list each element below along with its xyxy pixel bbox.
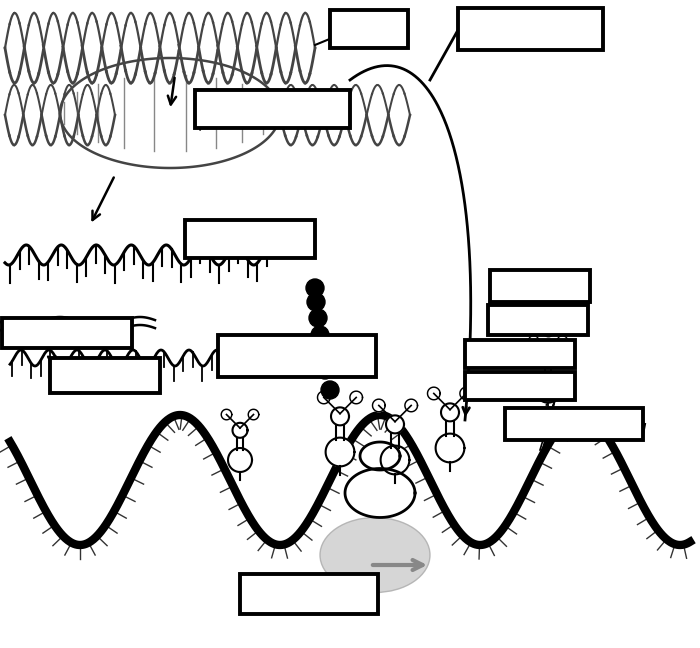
Polygon shape bbox=[405, 399, 417, 411]
Circle shape bbox=[307, 293, 325, 311]
Polygon shape bbox=[360, 442, 400, 470]
Bar bbox=[185, 220, 315, 258]
Polygon shape bbox=[372, 399, 385, 411]
Polygon shape bbox=[386, 415, 404, 434]
Polygon shape bbox=[345, 469, 415, 518]
Polygon shape bbox=[318, 391, 330, 404]
Polygon shape bbox=[536, 377, 561, 403]
Polygon shape bbox=[540, 351, 556, 366]
Bar bbox=[488, 305, 588, 335]
Ellipse shape bbox=[320, 518, 430, 592]
Polygon shape bbox=[428, 387, 440, 400]
Polygon shape bbox=[460, 387, 473, 400]
Polygon shape bbox=[221, 410, 232, 420]
Bar bbox=[2, 318, 132, 348]
Bar bbox=[330, 10, 408, 48]
Polygon shape bbox=[326, 437, 354, 467]
Bar bbox=[240, 574, 378, 614]
Polygon shape bbox=[435, 434, 464, 463]
Polygon shape bbox=[441, 403, 459, 421]
Circle shape bbox=[321, 381, 339, 399]
Polygon shape bbox=[556, 336, 568, 347]
Polygon shape bbox=[232, 422, 248, 438]
Circle shape bbox=[306, 279, 324, 297]
Polygon shape bbox=[248, 410, 259, 420]
Polygon shape bbox=[528, 336, 539, 347]
Polygon shape bbox=[228, 448, 252, 472]
Bar bbox=[50, 358, 160, 393]
Bar bbox=[465, 372, 575, 400]
Bar bbox=[218, 335, 376, 377]
Bar bbox=[458, 8, 603, 50]
Circle shape bbox=[309, 309, 327, 327]
Bar bbox=[505, 408, 643, 440]
Bar bbox=[465, 340, 575, 368]
Circle shape bbox=[316, 361, 334, 379]
Polygon shape bbox=[331, 408, 349, 425]
Polygon shape bbox=[350, 391, 363, 404]
Circle shape bbox=[313, 343, 331, 361]
Circle shape bbox=[311, 326, 329, 344]
Bar bbox=[195, 90, 350, 128]
Bar bbox=[490, 270, 590, 302]
Polygon shape bbox=[381, 446, 409, 474]
